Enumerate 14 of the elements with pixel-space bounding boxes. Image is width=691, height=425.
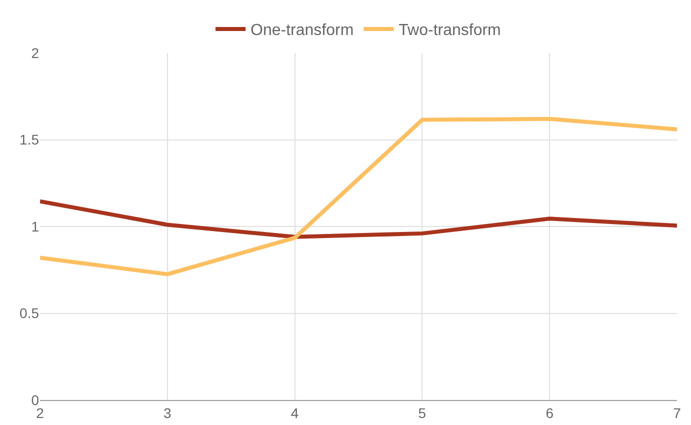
y-tick-label: 2	[31, 44, 40, 61]
y-tick-label: 0.5	[20, 305, 40, 322]
x-tick-label: 6	[546, 404, 554, 421]
legend-label: Two-transform	[398, 22, 501, 40]
x-tick-label: 7	[673, 404, 682, 421]
line-series	[40, 199, 677, 239]
x-tick-label: 4	[290, 404, 299, 421]
y-tick-label: 0	[31, 392, 40, 408]
y-tick-label: 1	[31, 218, 40, 234]
x-tick-label: 5	[418, 404, 426, 421]
line-series	[40, 116, 677, 276]
y-tick-label: 1.5	[20, 132, 40, 148]
legend-label: One-transform	[250, 22, 354, 40]
x-tick-label: 3	[164, 404, 172, 421]
